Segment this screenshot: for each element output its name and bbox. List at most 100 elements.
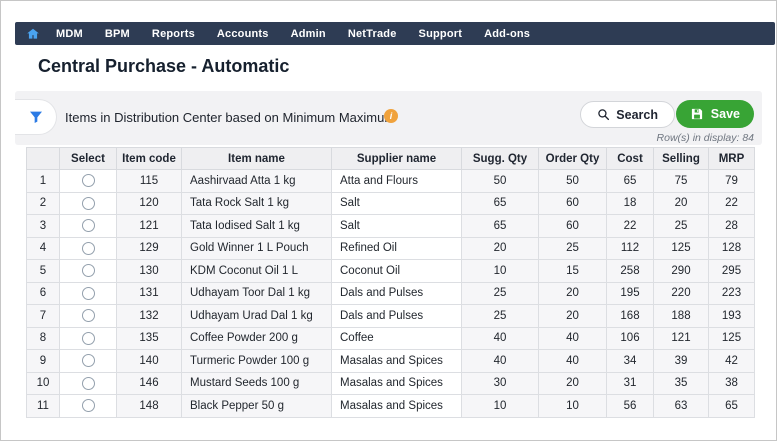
select-radio[interactable]	[81, 354, 95, 368]
table-row: 2 120 Tata Rock Salt 1 kg Salt 65 60 18 …	[26, 191, 755, 215]
cost-cell: 106	[606, 326, 654, 350]
nav-menu-item[interactable]: Admin	[290, 27, 326, 40]
nav-menu-item[interactable]: MDM	[56, 27, 83, 40]
supplier-name-cell: Atta and Flours	[331, 169, 462, 193]
cost-cell: 65	[606, 169, 654, 193]
mrp-cell: 22	[708, 191, 755, 215]
mrp-cell: 28	[708, 214, 755, 238]
order-qty-cell: 25	[538, 236, 607, 260]
selling-cell: 25	[653, 214, 709, 238]
select-radio[interactable]	[81, 241, 95, 255]
sugg-qty-cell: 65	[461, 214, 539, 238]
selling-cell: 20	[653, 191, 709, 215]
sugg-qty-cell: 10	[461, 394, 539, 418]
sugg-qty-cell: 25	[461, 304, 539, 328]
mrp-cell: 295	[708, 259, 755, 283]
home-icon[interactable]	[26, 27, 40, 41]
sugg-qty-cell: 10	[461, 259, 539, 283]
table-row: 3 121 Tata Iodised Salt 1 kg Salt 65 60 …	[26, 214, 755, 238]
order-qty-cell: 20	[538, 371, 607, 395]
nav-menu-item[interactable]: Accounts	[216, 27, 269, 40]
item-name-cell: KDM Coconut Oil 1 L	[181, 259, 332, 283]
mrp-cell: 125	[708, 326, 755, 350]
supplier-name-cell: Coconut Oil	[331, 259, 462, 283]
select-radio[interactable]	[81, 399, 95, 413]
supplier-name-cell: Masalas and Spices	[331, 371, 462, 395]
select-cell	[59, 371, 117, 395]
select-cell	[59, 281, 117, 305]
sugg-qty-cell: 20	[461, 236, 539, 260]
nav-menu-item[interactable]: BPM	[104, 27, 130, 40]
nav-menu-item[interactable]: NetTrade	[347, 27, 397, 40]
select-radio[interactable]	[81, 219, 95, 233]
cost-cell: 18	[606, 191, 654, 215]
column-header: MRP	[708, 147, 755, 170]
item-code-cell: 148	[116, 394, 182, 418]
select-radio[interactable]	[81, 286, 95, 300]
row-number-cell: 7	[26, 304, 60, 328]
order-qty-cell: 20	[538, 304, 607, 328]
cost-cell: 31	[606, 371, 654, 395]
info-icon[interactable]: i	[384, 109, 398, 123]
cost-cell: 195	[606, 281, 654, 305]
item-name-cell: Turmeric Powder 100 g	[181, 349, 332, 373]
selling-cell: 63	[653, 394, 709, 418]
search-button[interactable]: Search	[580, 101, 675, 128]
select-cell	[59, 259, 117, 283]
save-button[interactable]: Save	[675, 100, 754, 128]
order-qty-cell: 15	[538, 259, 607, 283]
rows-in-display: Row(s) in display: 84	[656, 132, 754, 144]
select-radio[interactable]	[81, 264, 95, 278]
order-qty-cell: 10	[538, 394, 607, 418]
nav-menu-item[interactable]: Add-ons	[484, 27, 531, 40]
supplier-name-cell: Masalas and Spices	[331, 394, 462, 418]
top-navbar: MDM BPM Reports Accounts Admin NetTrade Suppor…	[15, 22, 775, 45]
sugg-qty-cell: 30	[461, 371, 539, 395]
order-qty-cell: 40	[538, 349, 607, 373]
supplier-name-cell: Salt	[331, 191, 462, 215]
supplier-name-cell: Salt	[331, 214, 462, 238]
table-row: 7 132 Udhayam Urad Dal 1 kg Dals and Pul…	[26, 304, 755, 328]
row-number-cell: 4	[26, 236, 60, 260]
select-radio[interactable]	[81, 376, 95, 390]
supplier-name-cell: Masalas and Spices	[331, 349, 462, 373]
table-row: 11 148 Black Pepper 50 g Masalas and Spi…	[26, 394, 755, 418]
column-header: Order Qty	[538, 147, 607, 170]
selling-cell: 220	[653, 281, 709, 305]
search-button-label: Search	[616, 107, 658, 122]
select-radio[interactable]	[81, 331, 95, 345]
nav-menu-item[interactable]: Reports	[151, 27, 195, 40]
panel-heading: Items in Distribution Center based on Mi…	[65, 110, 396, 125]
row-number-cell: 2	[26, 191, 60, 215]
nav-menu-item[interactable]: Support	[418, 27, 463, 40]
items-table: Select Item code Item name Supplier name Sug…	[26, 147, 755, 418]
mrp-cell: 193	[708, 304, 755, 328]
cost-cell: 22	[606, 214, 654, 238]
filter-button[interactable]	[15, 99, 57, 135]
row-number-cell: 6	[26, 281, 60, 305]
select-radio[interactable]	[81, 309, 95, 323]
column-header: Supplier name	[331, 147, 462, 170]
item-code-cell: 115	[116, 169, 182, 193]
selling-cell: 290	[653, 259, 709, 283]
item-code-cell: 130	[116, 259, 182, 283]
table-row: 1 115 Aashirvaad Atta 1 kg Atta and Flou…	[26, 169, 755, 193]
item-code-cell: 140	[116, 349, 182, 373]
supplier-name-cell: Dals and Pulses	[331, 304, 462, 328]
order-qty-cell: 60	[538, 214, 607, 238]
sugg-qty-cell: 40	[461, 349, 539, 373]
column-header: Sugg. Qty	[461, 147, 539, 170]
table-row: 5 130 KDM Coconut Oil 1 L Coconut Oil 10…	[26, 259, 755, 283]
column-header: Selling	[653, 147, 709, 170]
selling-cell: 35	[653, 371, 709, 395]
select-radio[interactable]	[81, 174, 95, 188]
item-code-cell: 131	[116, 281, 182, 305]
selling-cell: 188	[653, 304, 709, 328]
column-header: Cost	[606, 147, 654, 170]
select-radio[interactable]	[81, 196, 95, 210]
table-row: 6 131 Udhayam Toor Dal 1 kg Dals and Pul…	[26, 281, 755, 305]
selling-cell: 125	[653, 236, 709, 260]
selling-cell: 121	[653, 326, 709, 350]
save-icon	[691, 108, 702, 120]
